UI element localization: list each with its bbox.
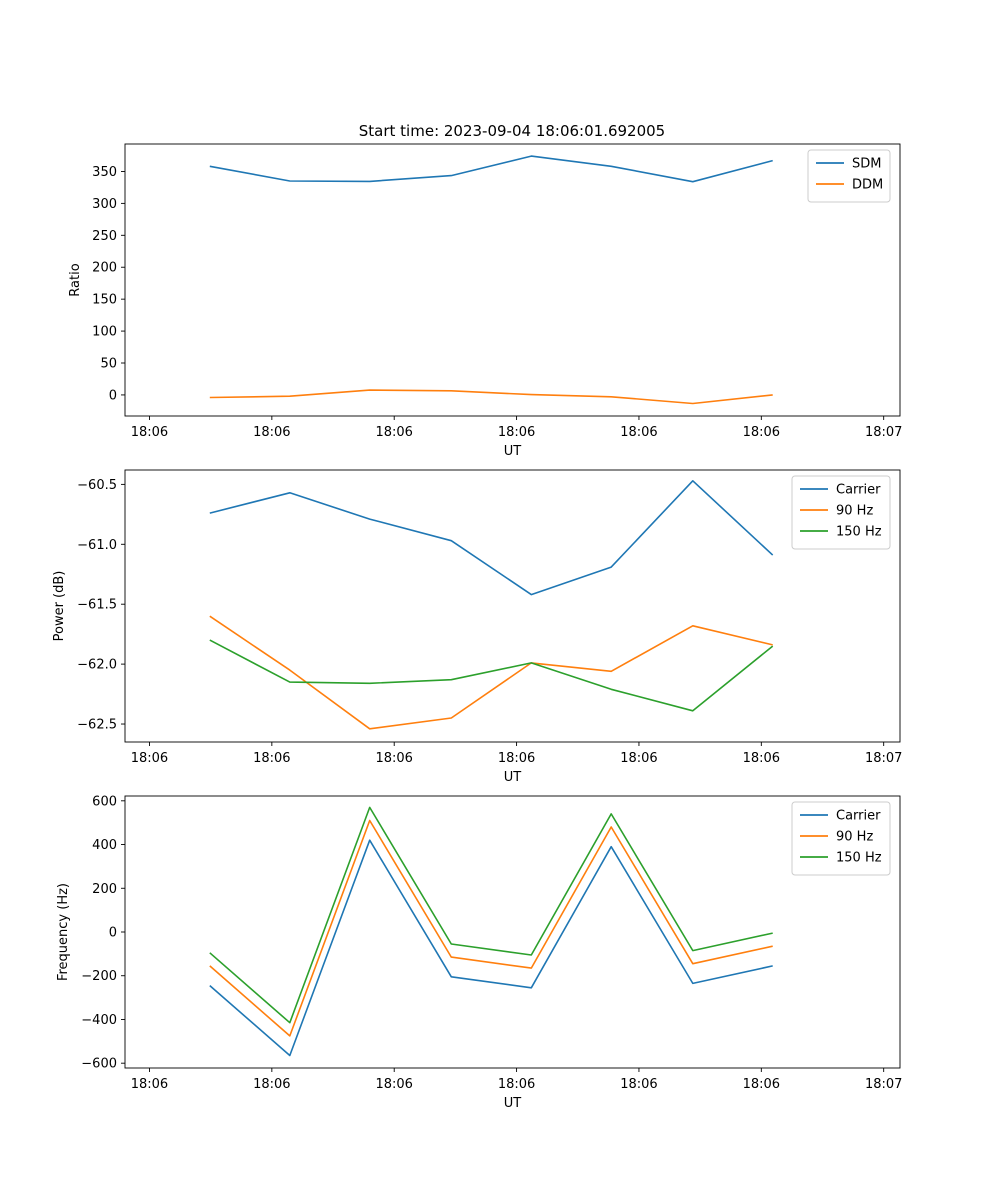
y-tick-label: 0 xyxy=(109,388,117,403)
x-tick-label: 18:06 xyxy=(253,425,290,440)
y-tick-label: −61.0 xyxy=(77,538,117,553)
legend-entry-label: 90 Hz xyxy=(836,830,873,845)
y-tick-label: 200 xyxy=(92,882,117,897)
legend-entry-label: Carrier xyxy=(836,483,881,498)
legend-entry-label: Carrier xyxy=(836,809,881,824)
legend-entry-label: 150 Hz xyxy=(836,851,882,866)
y-tick-label: 150 xyxy=(92,293,117,308)
axes-frame xyxy=(124,469,901,743)
series-line-150-hz xyxy=(209,639,774,712)
y-tick-label: −61.5 xyxy=(77,598,117,613)
x-axis-label: UT xyxy=(504,770,522,785)
x-tick-label: 18:06 xyxy=(498,1077,535,1092)
panel-3: 18:06 18:06 18:06 18:06 18:06 18:06 18:07 −600 −… xyxy=(56,794,902,1111)
series-line-ddm xyxy=(209,389,773,405)
y-tick-label: 350 xyxy=(92,165,117,180)
x-tick-label: 18:06 xyxy=(620,751,657,766)
legend: SDM DDM xyxy=(807,149,891,203)
x-tick-label: 18:07 xyxy=(865,751,902,766)
x-tick-label: 18:06 xyxy=(375,1077,412,1092)
x-tick-label: 18:06 xyxy=(131,425,168,440)
y-tick-label: −600 xyxy=(81,1057,117,1072)
series-line-90-hz xyxy=(209,819,773,1037)
x-tick-label: 18:06 xyxy=(253,1077,290,1092)
series-line-90-hz xyxy=(209,615,773,730)
y-tick-label: 200 xyxy=(92,261,117,276)
x-tick-label: 18:06 xyxy=(375,751,412,766)
x-tick-label: 18:06 xyxy=(498,751,535,766)
y-tick-label: 600 xyxy=(92,794,117,809)
axes-frame xyxy=(124,143,901,417)
x-axis-label: UT xyxy=(504,444,522,459)
x-tick-label: 18:06 xyxy=(743,425,780,440)
x-axis-label: UT xyxy=(504,1096,522,1111)
series-line-carrier xyxy=(209,479,774,596)
x-tick-label: 18:06 xyxy=(620,1077,657,1092)
y-tick-label: 0 xyxy=(109,926,117,941)
y-axis-label: Ratio xyxy=(68,263,83,296)
y-tick-label: 300 xyxy=(92,197,117,212)
legend-entry-label: SDM xyxy=(852,157,881,172)
y-tick-label: 100 xyxy=(92,325,117,340)
legend-entry-label: 150 Hz xyxy=(836,525,882,540)
x-tick-label: 18:06 xyxy=(743,751,780,766)
x-tick-label: 18:06 xyxy=(375,425,412,440)
x-tick-label: 18:07 xyxy=(865,1077,902,1092)
panel-1: 18:06 18:06 18:06 18:06 18:06 18:06 18:07 0 50 10… xyxy=(68,143,902,459)
y-tick-label: 250 xyxy=(92,229,117,244)
y-tick-label: −400 xyxy=(81,1013,117,1028)
y-tick-label: 400 xyxy=(92,838,117,853)
y-tick-label: −62.5 xyxy=(77,718,117,733)
legend: Carrier 90 Hz 150 Hz xyxy=(791,475,891,550)
y-axis-label: Frequency (Hz) xyxy=(56,883,71,981)
legend-entry-label: DDM xyxy=(852,178,883,193)
figure-title: Start time: 2023-09-04 18:06:01.692005 xyxy=(359,122,665,140)
x-tick-label: 18:06 xyxy=(743,1077,780,1092)
legend: Carrier 90 Hz 150 Hz xyxy=(791,801,891,876)
y-tick-label: −200 xyxy=(81,969,117,984)
x-tick-label: 18:07 xyxy=(865,425,902,440)
y-tick-label: −60.5 xyxy=(77,478,117,493)
series-line-150-hz xyxy=(209,806,773,1024)
x-tick-label: 18:06 xyxy=(498,425,535,440)
series-line-sdm xyxy=(209,155,773,183)
legend-entry-label: 90 Hz xyxy=(836,504,873,519)
x-tick-label: 18:06 xyxy=(620,425,657,440)
y-axis-label: Power (dB) xyxy=(52,571,67,642)
x-tick-label: 18:06 xyxy=(131,751,168,766)
series-line-carrier xyxy=(209,839,773,1057)
panel-2: 18:06 18:06 18:06 18:06 18:06 18:06 18:07 −62.5… xyxy=(52,469,902,785)
x-tick-label: 18:06 xyxy=(253,751,290,766)
x-tick-label: 18:06 xyxy=(131,1077,168,1092)
y-tick-label: −62.0 xyxy=(77,658,117,673)
y-tick-label: 50 xyxy=(100,357,117,372)
